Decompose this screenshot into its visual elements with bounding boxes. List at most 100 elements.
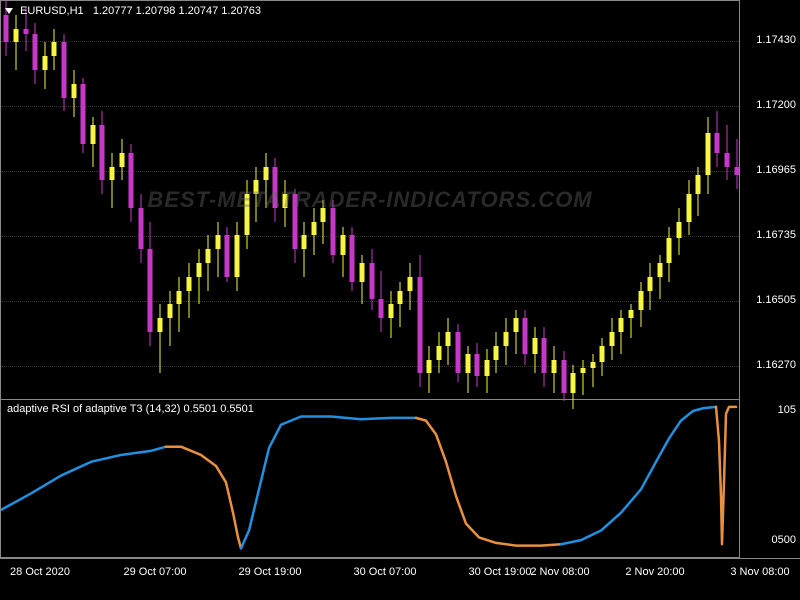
candle bbox=[169, 1, 170, 401]
candle bbox=[467, 1, 468, 401]
candle bbox=[650, 1, 651, 401]
candle bbox=[592, 1, 593, 401]
x-axis-label: 2 Nov 20:00 bbox=[625, 566, 684, 578]
candle bbox=[506, 1, 507, 401]
candle bbox=[698, 1, 699, 401]
indicator-y-label: 105 bbox=[778, 404, 796, 416]
candle bbox=[102, 1, 103, 401]
candle bbox=[448, 1, 449, 401]
candle bbox=[630, 1, 631, 401]
candle bbox=[313, 1, 314, 401]
candle bbox=[285, 1, 286, 401]
indicator-segment bbox=[1, 447, 166, 510]
candle bbox=[35, 1, 36, 401]
ohlc-label: 1.20777 1.20798 1.20747 1.20763 bbox=[93, 5, 261, 17]
x-axis-label: 3 Nov 08:00 bbox=[730, 566, 789, 578]
candle bbox=[246, 1, 247, 401]
candle bbox=[554, 1, 555, 401]
candle bbox=[83, 1, 84, 401]
candle bbox=[496, 1, 497, 401]
candle bbox=[6, 1, 7, 401]
candle bbox=[208, 1, 209, 401]
candle bbox=[659, 1, 660, 401]
y-axis-label: 1.16505 bbox=[756, 294, 796, 306]
indicator-segment bbox=[241, 416, 416, 548]
candle bbox=[419, 1, 420, 401]
candle bbox=[198, 1, 199, 401]
symbol-label: EURUSD,H1 bbox=[20, 5, 84, 17]
y-axis-label: 1.17430 bbox=[756, 34, 796, 46]
candle bbox=[25, 1, 26, 401]
y-axis-label: 1.16965 bbox=[756, 164, 796, 176]
candle bbox=[429, 1, 430, 401]
candle bbox=[304, 1, 305, 401]
candle bbox=[400, 1, 401, 401]
candle bbox=[381, 1, 382, 401]
candle bbox=[736, 1, 737, 401]
candle bbox=[534, 1, 535, 401]
candle bbox=[707, 1, 708, 401]
candle bbox=[477, 1, 478, 401]
indicator-segment bbox=[716, 407, 736, 544]
main-price-chart[interactable]: EURUSD,H1 1.20777 1.20798 1.20747 1.2076… bbox=[0, 0, 740, 400]
x-axis-label: 29 Oct 07:00 bbox=[124, 566, 187, 578]
candle bbox=[438, 1, 439, 401]
candle bbox=[669, 1, 670, 401]
candle bbox=[275, 1, 276, 401]
main-y-axis: 1.174301.172001.169651.167351.165051.162… bbox=[740, 0, 800, 400]
x-axis-label: 30 Oct 19:00 bbox=[469, 566, 532, 578]
dropdown-icon[interactable] bbox=[5, 8, 13, 14]
candle bbox=[457, 1, 458, 401]
y-axis-label: 1.16270 bbox=[756, 359, 796, 371]
candle bbox=[236, 1, 237, 401]
indicator-y-label: 0500 bbox=[772, 534, 796, 546]
candle bbox=[160, 1, 161, 401]
candle bbox=[140, 1, 141, 401]
indicator-chart[interactable]: adaptive RSI of adaptive T3 (14,32) 0.55… bbox=[0, 400, 740, 558]
candle bbox=[188, 1, 189, 401]
candle bbox=[688, 1, 689, 401]
candle bbox=[640, 1, 641, 401]
candle bbox=[717, 1, 718, 401]
candle bbox=[679, 1, 680, 401]
indicator-y-axis: 105 0500 bbox=[740, 400, 800, 558]
candle bbox=[602, 1, 603, 401]
y-axis-label: 1.17200 bbox=[756, 99, 796, 111]
candle bbox=[63, 1, 64, 401]
candle bbox=[352, 1, 353, 401]
candle bbox=[217, 1, 218, 401]
candle bbox=[15, 1, 16, 401]
x-axis-label: 2 Nov 08:00 bbox=[530, 566, 589, 578]
candle bbox=[73, 1, 74, 401]
candle bbox=[333, 1, 334, 401]
chart-header: EURUSD,H1 1.20777 1.20798 1.20747 1.2076… bbox=[5, 5, 261, 17]
candle bbox=[256, 1, 257, 401]
x-axis-label: 29 Oct 19:00 bbox=[239, 566, 302, 578]
x-axis-label: 28 Oct 2020 bbox=[10, 566, 70, 578]
candle bbox=[563, 1, 564, 401]
chart-container: EURUSD,H1 1.20777 1.20798 1.20747 1.2076… bbox=[0, 0, 800, 600]
candle bbox=[131, 1, 132, 401]
candle bbox=[486, 1, 487, 401]
watermark-text: BEST-METATRADER-INDICATORS.COM bbox=[147, 187, 592, 213]
candle bbox=[342, 1, 343, 401]
candle bbox=[544, 1, 545, 401]
candle bbox=[227, 1, 228, 401]
candle bbox=[582, 1, 583, 401]
candle bbox=[92, 1, 93, 401]
candle bbox=[525, 1, 526, 401]
candle bbox=[150, 1, 151, 401]
x-axis-label: 30 Oct 07:00 bbox=[354, 566, 417, 578]
indicator-line-svg bbox=[1, 400, 741, 558]
candle bbox=[54, 1, 55, 401]
indicator-label: adaptive RSI of adaptive T3 (14,32) 0.55… bbox=[7, 403, 254, 415]
indicator-segment bbox=[416, 418, 561, 546]
candle bbox=[390, 1, 391, 401]
candle bbox=[112, 1, 113, 401]
candle bbox=[611, 1, 612, 401]
candle bbox=[409, 1, 410, 401]
candle bbox=[371, 1, 372, 401]
candle bbox=[121, 1, 122, 401]
candle bbox=[573, 1, 574, 401]
candle bbox=[265, 1, 266, 401]
